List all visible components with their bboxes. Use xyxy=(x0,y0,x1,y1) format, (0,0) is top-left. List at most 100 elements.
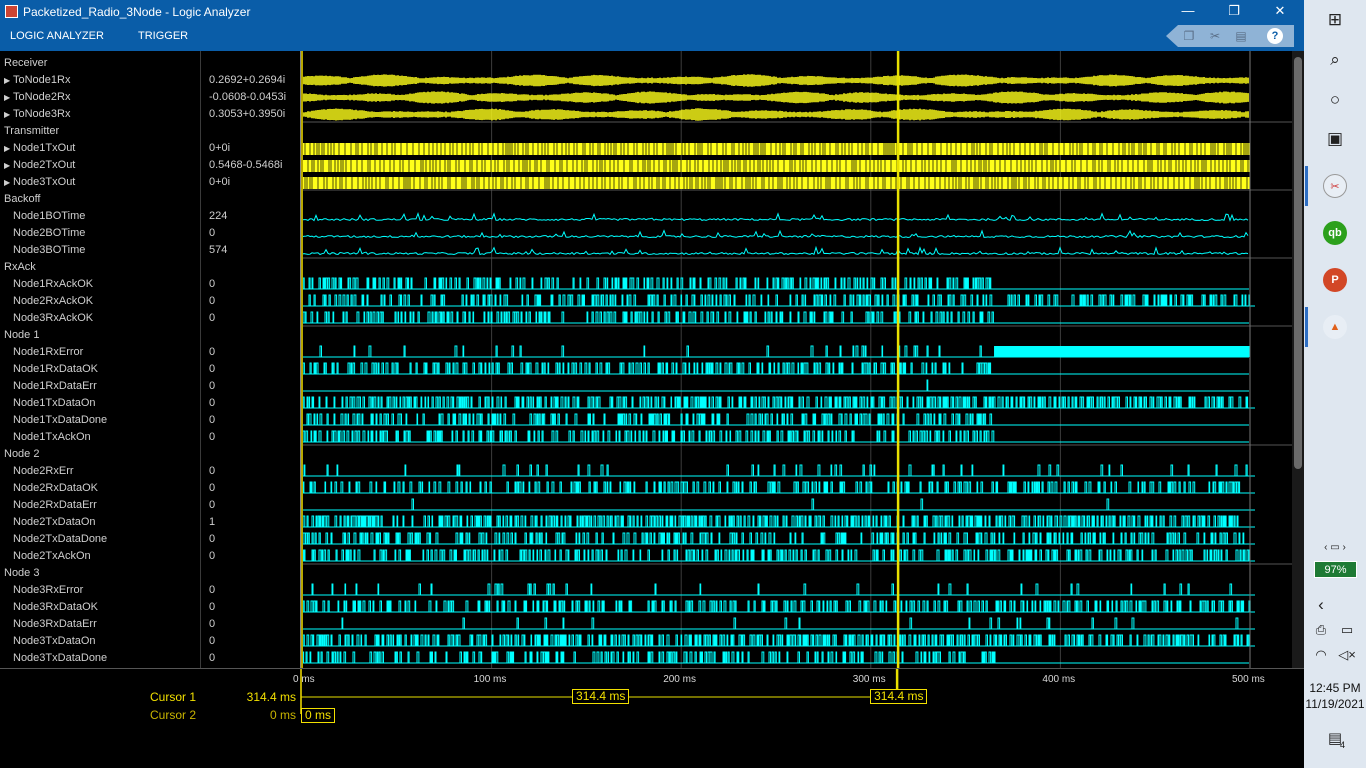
signal-value: 0 xyxy=(209,363,216,375)
scrollbar-thumb[interactable] xyxy=(1294,57,1302,469)
signal-name[interactable]: ToNode2Rx xyxy=(13,91,71,103)
signal-name[interactable]: ToNode3Rx xyxy=(13,108,71,120)
signal-name[interactable]: RxAck xyxy=(4,261,36,273)
signal-value: 0 xyxy=(209,414,216,426)
cursor-1-label: Cursor 1 xyxy=(149,690,196,704)
wifi-icon[interactable]: ◠ xyxy=(1315,647,1327,662)
clock[interactable]: 12:45 PM 11/19/2021 xyxy=(1304,680,1366,712)
signal-name[interactable]: Node1TxAckOn xyxy=(13,431,91,443)
close-button[interactable]: ✕ xyxy=(1274,3,1286,18)
signal-name[interactable]: Node2BOTime xyxy=(13,227,86,239)
signal-name[interactable]: Receiver xyxy=(4,57,48,69)
waveform-canvas[interactable] xyxy=(301,51,1293,668)
signal-name[interactable]: ToNode1Rx xyxy=(13,74,71,86)
waveform-Node1BOTime xyxy=(301,212,1249,222)
signal-name[interactable]: Node 1 xyxy=(4,329,40,341)
signal-value: 0 xyxy=(209,652,216,664)
waveform-Node3BOTime xyxy=(301,245,1249,256)
signal-name[interactable]: Node3RxDataErr xyxy=(13,618,97,630)
waveform-Node2RxAckOK xyxy=(302,294,1255,307)
signal-values-column: 0.2692+0.2694i -0.0608-0.0453i 0.3053+0.39… xyxy=(201,51,300,668)
signal-name[interactable]: Node3RxAckOK xyxy=(13,312,94,324)
signal-name[interactable]: Node3RxDataOK xyxy=(13,601,98,613)
cursor-2-marker[interactable]: 0 ms xyxy=(301,708,336,723)
restore-button[interactable]: ❐ xyxy=(1228,3,1240,18)
search-icon[interactable]: ⌕ xyxy=(1330,50,1340,69)
signal-name[interactable]: Node 2 xyxy=(4,448,40,460)
matlab-icon[interactable]: ▲ xyxy=(1323,315,1347,339)
signal-name[interactable]: Node2TxDataDone xyxy=(13,533,108,545)
time-tick-label: 500 ms xyxy=(1232,674,1265,685)
signal-name[interactable]: Node 3 xyxy=(4,567,40,579)
zoom-level-badge[interactable]: 97% xyxy=(1314,561,1357,578)
signal-name[interactable]: Node3TxOut xyxy=(13,176,76,188)
pulse-trace xyxy=(302,515,1239,527)
powerpoint-icon[interactable]: P xyxy=(1323,268,1347,292)
time-tick-label: 100 ms xyxy=(473,674,507,685)
signal-name[interactable]: Backoff xyxy=(4,193,41,205)
expand-arrow-icon[interactable]: ▶ xyxy=(4,178,11,187)
notifications-icon[interactable]: ▤ xyxy=(1327,730,1343,747)
pulse-trace xyxy=(341,617,1239,629)
signal-name[interactable]: Node1RxDataOK xyxy=(13,363,98,375)
chevron-left-icon[interactable]: ‹ xyxy=(1318,595,1324,614)
signal-name[interactable]: Node2RxAckOK xyxy=(13,295,94,307)
waveform-Node2RxErr xyxy=(302,464,1255,477)
signal-name[interactable]: Node2TxOut xyxy=(13,159,76,171)
cursor-delta-label: 314.4 ms xyxy=(572,689,630,704)
tab-trigger[interactable]: TRIGGER xyxy=(138,30,189,42)
column-divider[interactable] xyxy=(200,51,201,768)
signal-name[interactable]: Node2TxAckOn xyxy=(13,550,91,562)
signal-name[interactable]: Node2TxDataOn xyxy=(13,516,96,528)
signal-name[interactable]: Node1RxDataErr xyxy=(13,380,97,392)
signal-value: 0 xyxy=(209,397,216,409)
battery-icon[interactable]: ▭ xyxy=(1340,622,1354,637)
cursor-2-label: Cursor 2 xyxy=(149,708,196,722)
signal-value: 0 xyxy=(209,278,216,290)
pulse-trace xyxy=(302,634,1250,646)
cursor-1-value: 314.4 ms xyxy=(246,690,296,704)
meet-now-icon[interactable]: ⎙ xyxy=(1315,622,1327,637)
task-view-icon[interactable]: ▣ xyxy=(1326,129,1344,148)
signal-name[interactable]: Node1TxOut xyxy=(13,142,76,154)
minimize-button[interactable]: — xyxy=(1181,3,1195,18)
signal-name[interactable]: Node1RxError xyxy=(13,346,84,358)
vertical-scrollbar[interactable] xyxy=(1292,51,1304,668)
signal-name[interactable]: Node1TxDataDone xyxy=(13,414,108,426)
signal-name[interactable]: Node2RxDataErr xyxy=(13,499,97,511)
signal-name[interactable]: Node2RxDataOK xyxy=(13,482,98,494)
cortana-icon[interactable]: ○ xyxy=(1329,90,1341,109)
scroll-arrows-icon[interactable]: ‹ ▭ › xyxy=(1324,542,1346,553)
paste-icon[interactable]: ▤ xyxy=(1235,29,1247,43)
tab-logic-analyzer[interactable]: LOGIC ANALYZER xyxy=(10,30,104,42)
expand-arrow-icon[interactable]: ▶ xyxy=(4,110,11,119)
signal-name[interactable]: Node3TxDataDone xyxy=(13,652,108,664)
signal-name[interactable]: Node1BOTime xyxy=(13,210,86,222)
signal-name[interactable]: Node1RxAckOK xyxy=(13,278,94,290)
cut-icon[interactable]: ✂ xyxy=(1209,29,1221,43)
signal-name[interactable]: Node3TxDataOn xyxy=(13,635,96,647)
copy-icon[interactable]: ❐ xyxy=(1183,29,1195,43)
waveform-display[interactable] xyxy=(300,51,1293,668)
signal-name[interactable]: Node3BOTime xyxy=(13,244,86,256)
help-button[interactable]: ? xyxy=(1267,28,1283,44)
signal-name[interactable]: Node3RxError xyxy=(13,584,84,596)
signal-name[interactable]: Node1TxDataOn xyxy=(13,397,96,409)
signal-value: 0 xyxy=(209,482,216,494)
windows-start-icon[interactable]: ⊞ xyxy=(1327,10,1343,29)
volume-muted-icon[interactable]: ◁× xyxy=(1338,647,1356,662)
expand-arrow-icon[interactable]: ▶ xyxy=(4,161,11,170)
pulse-trace xyxy=(302,396,1249,408)
signal-name[interactable]: Transmitter xyxy=(4,125,60,137)
waveform-Node3RxAckOK xyxy=(302,311,1249,324)
cursor-1-marker[interactable]: 314.4 ms xyxy=(870,689,928,704)
expand-arrow-icon[interactable]: ▶ xyxy=(4,93,11,102)
signal-name[interactable]: Node2RxErr xyxy=(13,465,74,477)
quickbooks-icon[interactable]: qb xyxy=(1323,221,1347,245)
expand-arrow-icon[interactable]: ▶ xyxy=(4,144,11,153)
snipping-tool-icon[interactable]: ✂ xyxy=(1323,174,1347,198)
noise-trace xyxy=(301,229,1249,239)
expand-arrow-icon[interactable]: ▶ xyxy=(4,76,11,85)
waveform-Node1TxDataDone xyxy=(302,413,1249,426)
pulse-trace xyxy=(302,362,992,374)
